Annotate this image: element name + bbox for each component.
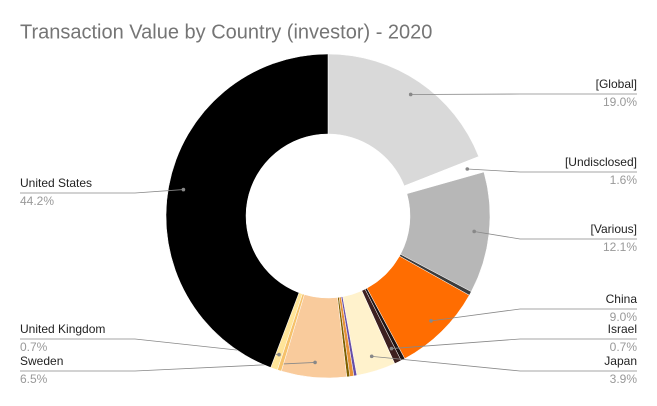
leader-line — [391, 338, 637, 349]
donut-slice — [165, 53, 329, 368]
slice-label: [Various] — [591, 222, 637, 236]
leader-dot — [369, 354, 374, 359]
leader-dot — [429, 319, 433, 323]
leader-dot — [465, 167, 470, 171]
leader-line — [20, 338, 280, 356]
slice-label: United States — [20, 176, 92, 190]
leader-dot — [472, 229, 476, 234]
leader-line — [474, 231, 637, 240]
slice-label: Israel — [608, 322, 637, 336]
slice-value-label: 0.7% — [20, 340, 48, 354]
leader-dot — [181, 187, 186, 192]
leader-line — [430, 308, 637, 322]
slice-value-label: 6.5% — [20, 372, 48, 386]
slice-label: [Global] — [596, 77, 637, 91]
leader-line — [371, 355, 637, 372]
slice-label: [Undisclosed] — [565, 155, 637, 169]
leader-line — [467, 168, 637, 173]
slice-value-label: 3.9% — [610, 372, 638, 386]
slice-value-label: 0.7% — [610, 340, 638, 354]
donut-slice — [327, 53, 480, 187]
slice-value-label: 44.2% — [20, 194, 54, 208]
leader-dot — [389, 346, 394, 351]
slice-value-label: 1.6% — [610, 173, 638, 187]
slice-label: Sweden — [20, 354, 63, 368]
slice-label: Japan — [604, 354, 637, 368]
slice-label: United Kingdom — [20, 322, 105, 336]
leader-line — [20, 362, 316, 372]
slice-value-label: 12.1% — [603, 240, 637, 254]
leader-line — [20, 189, 184, 194]
leader-dot — [408, 92, 413, 97]
slice-label: China — [606, 292, 638, 306]
leader-dot — [313, 360, 317, 365]
slice-value-label: 9.0% — [610, 310, 638, 324]
slice-value-label: 19.0% — [603, 95, 637, 109]
chart-title: Transaction Value by Country (investor) … — [20, 21, 432, 43]
leader-dot — [277, 352, 281, 357]
